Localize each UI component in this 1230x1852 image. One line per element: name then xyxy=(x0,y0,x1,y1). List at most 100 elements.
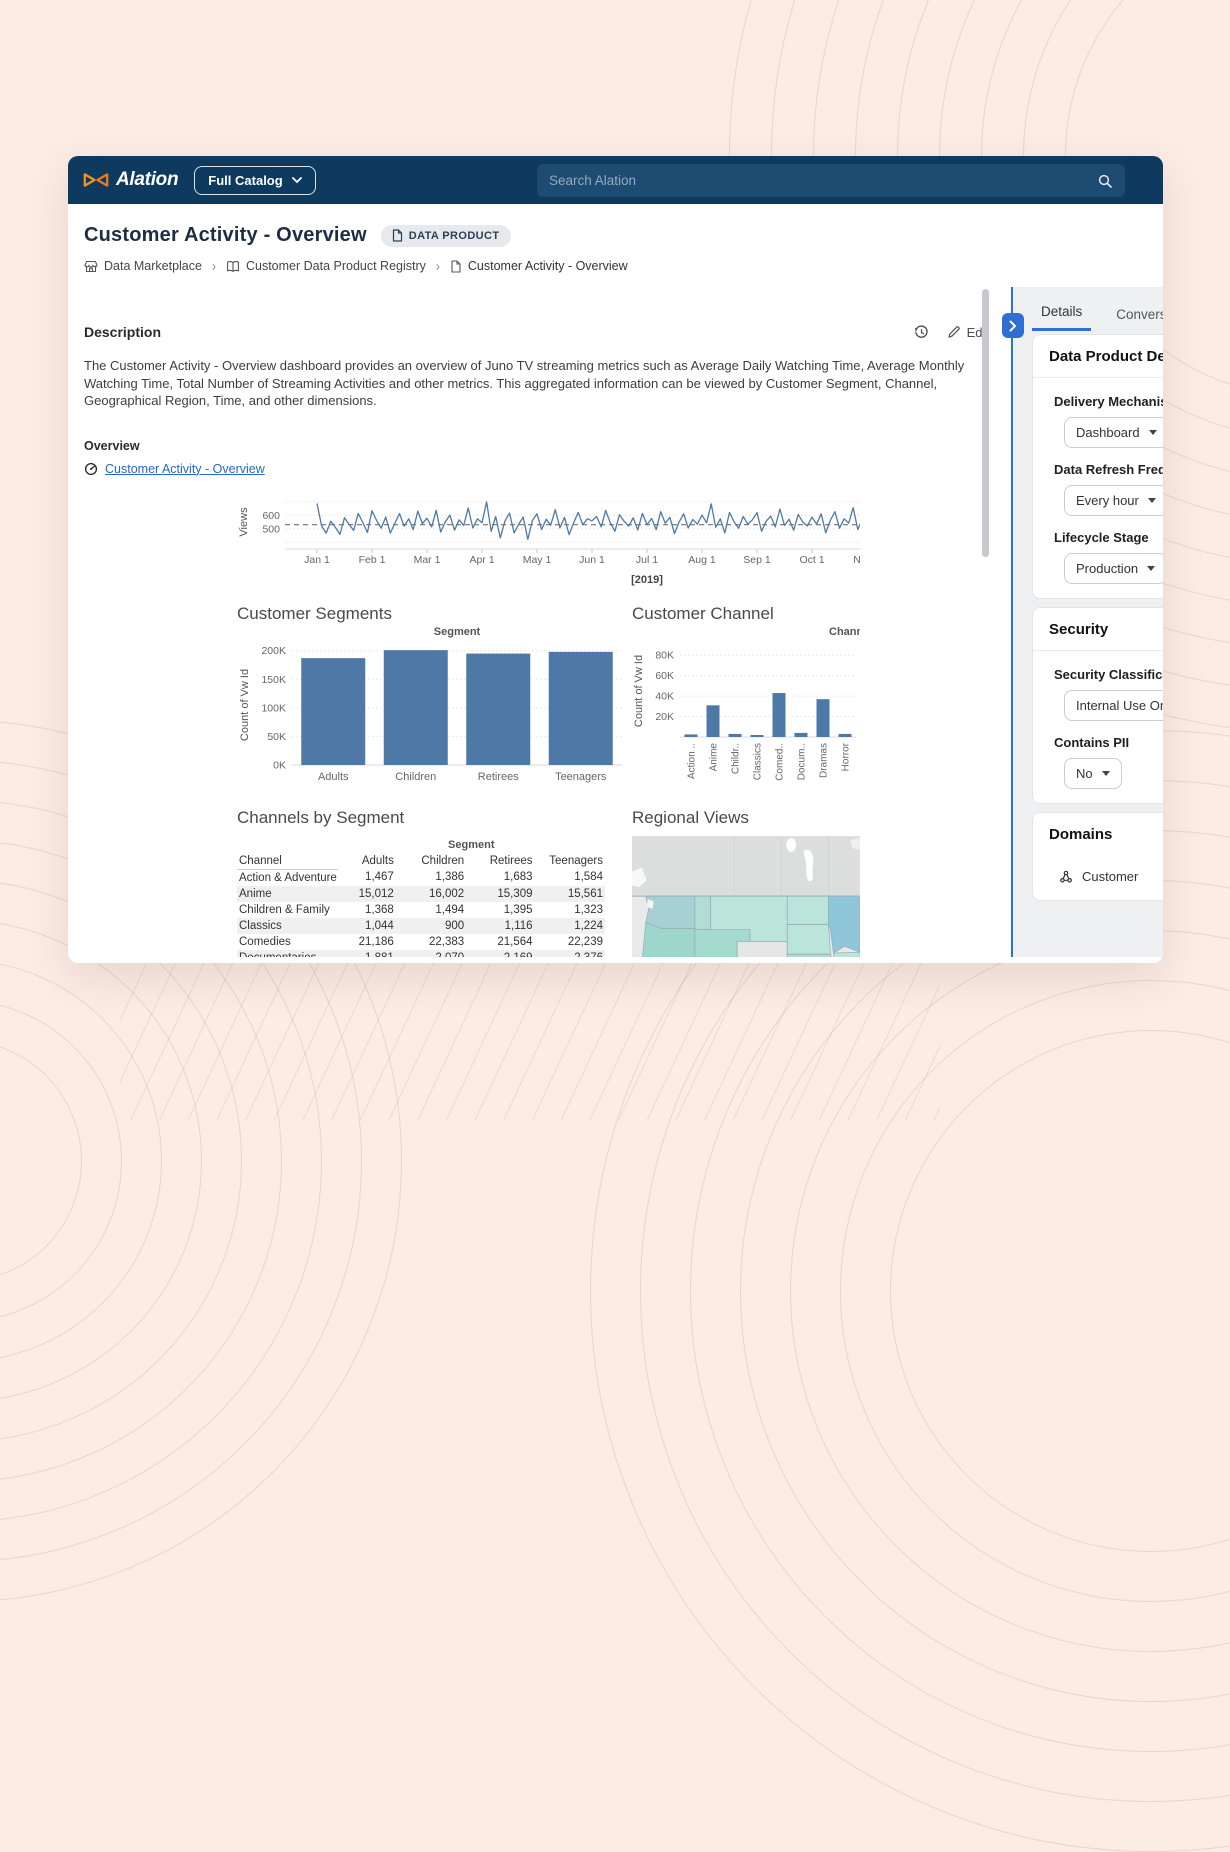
table-title: Channels by Segment xyxy=(237,807,405,827)
customer-channel-chart: Channel 20K 40K 60K 80K Action .. Anime Childr.… xyxy=(633,626,860,781)
svg-text:Count of Vw Id: Count of Vw Id xyxy=(239,669,251,741)
data-refresh-frequency-select[interactable]: Every hour xyxy=(1064,485,1163,516)
main-content: Description Edit The Customer Activity -… xyxy=(68,287,1011,957)
select-value: Production xyxy=(1076,561,1139,576)
breadcrumb-item-customer-data-product-registry[interactable]: Customer Data Product Registry xyxy=(226,259,426,273)
overview-dashboard-link[interactable]: Customer Activity - Overview xyxy=(105,461,265,476)
svg-text:100K: 100K xyxy=(261,702,286,714)
pencil-icon xyxy=(947,325,961,339)
select-value: Internal Use Only xyxy=(1076,698,1163,713)
alation-logo[interactable]: Alation xyxy=(82,169,179,191)
top-navbar: Alation Full Catalog xyxy=(68,156,1163,204)
dashboard-gauge-icon xyxy=(84,462,98,476)
table-column-header: Children xyxy=(421,854,465,867)
domain-icon xyxy=(1059,870,1073,884)
tab-conversations[interactable]: Conversations xyxy=(1116,307,1163,322)
breadcrumb-label: Customer Data Product Registry xyxy=(245,259,426,273)
breadcrumb-separator: › xyxy=(435,257,440,275)
svg-text:Views: Views xyxy=(238,507,250,537)
table-row: Documentaries1,8812,0702,1692,376 xyxy=(237,949,605,957)
document-icon xyxy=(392,229,403,242)
caret-down-icon xyxy=(1148,430,1157,435)
chevron-down-icon xyxy=(291,176,302,184)
field-label-contains-pii: Contains PII xyxy=(1054,735,1130,750)
history-button[interactable] xyxy=(914,324,929,340)
caret-down-icon xyxy=(1147,498,1156,503)
svg-text:May 1: May 1 xyxy=(523,554,552,566)
svg-text:Classics: Classics xyxy=(753,743,764,780)
svg-text:50K: 50K xyxy=(267,731,286,743)
panel-divider xyxy=(1011,287,1013,957)
svg-text:Segment: Segment xyxy=(434,626,481,638)
data-product-details-card: Data Product Details Delivery Mechanism Da… xyxy=(1032,334,1163,599)
lifecycle-stage-select[interactable]: Production xyxy=(1064,553,1163,584)
table-column-header: Teenagers xyxy=(549,854,603,867)
svg-text:40K: 40K xyxy=(655,690,674,702)
panel-cards: Data Product Details Delivery Mechanism Da… xyxy=(1013,331,1163,901)
map-title: Regional Views xyxy=(632,807,749,827)
segments-chart-title: Customer Segments xyxy=(237,603,392,623)
card-title: Security xyxy=(1033,608,1163,651)
svg-text:Childr..: Childr.. xyxy=(731,743,742,774)
svg-text:20K: 20K xyxy=(655,711,674,723)
contains-pii-select[interactable]: No xyxy=(1064,758,1122,789)
svg-text:Children: Children xyxy=(395,771,436,783)
svg-text:Teenagers: Teenagers xyxy=(555,771,607,783)
svg-text:Docum..: Docum.. xyxy=(797,743,808,780)
logo-text: Alation xyxy=(116,169,179,190)
overview-heading: Overview xyxy=(84,438,140,453)
table-column-header: Channel xyxy=(237,852,338,870)
description-text: The Customer Activity - Overview dashboa… xyxy=(84,358,965,409)
views-line-chart: 500 600 Jan 1 Feb 1 Mar 1 Apr 1 May 1 Jun 1 Jul … xyxy=(238,500,860,586)
full-catalog-label: Full Catalog xyxy=(208,172,283,188)
embedded-dashboard[interactable]: 500 600 Jan 1 Feb 1 Mar 1 Apr 1 May 1 Jun 1 Jul … xyxy=(237,491,860,957)
svg-text:60K: 60K xyxy=(655,670,674,682)
customer-segments-chart: Segment 0K 50K 100K 150K 200K Adults Children Re… xyxy=(239,626,622,783)
svg-text:Jul 1: Jul 1 xyxy=(636,554,658,566)
svg-text:Anime: Anime xyxy=(709,742,720,771)
tab-details[interactable]: Details xyxy=(1032,304,1092,331)
svg-text:Jan 1: Jan 1 xyxy=(304,554,330,566)
svg-text:Horror: Horror xyxy=(841,742,852,771)
table-column-header: Adults xyxy=(361,854,394,867)
select-value: Dashboard xyxy=(1076,425,1140,440)
collapse-panel-button[interactable] xyxy=(1002,313,1024,338)
security-classification-select[interactable]: Internal Use Only xyxy=(1064,690,1163,721)
search-input[interactable] xyxy=(537,173,1097,188)
svg-text:Apr 1: Apr 1 xyxy=(469,554,494,566)
svg-text:Oct 1: Oct 1 xyxy=(799,554,824,566)
channel-chart-title: Customer Channel xyxy=(632,603,774,623)
svg-text:Action ..: Action .. xyxy=(687,743,698,779)
field-label-security-classification: Security Classification xyxy=(1054,667,1163,682)
search-icon[interactable] xyxy=(1097,173,1113,189)
svg-text:Sep 1: Sep 1 xyxy=(743,554,771,566)
regional-views-map xyxy=(632,835,860,957)
svg-text:80K: 80K xyxy=(655,649,674,661)
svg-text:200K: 200K xyxy=(261,645,286,657)
document-icon xyxy=(450,259,462,273)
table-row: Children & Family 1,368 1,494 1,395 1,323 xyxy=(239,903,603,916)
alation-bowtie-icon xyxy=(82,170,110,190)
svg-text:0K: 0K xyxy=(273,759,286,771)
svg-text:Dramas: Dramas xyxy=(819,743,830,778)
svg-text:Count of Vw Id: Count of Vw Id xyxy=(633,655,645,727)
content-area: Description Edit The Customer Activity -… xyxy=(68,287,1163,957)
full-catalog-button[interactable]: Full Catalog xyxy=(194,165,316,195)
main-scrollbar-thumb[interactable] xyxy=(982,289,989,557)
app-window: Alation Full Catalog Customer Activity -… xyxy=(68,156,1163,963)
domain-item-customer[interactable]: Customer xyxy=(1059,869,1163,884)
domains-card: Domains Customer xyxy=(1032,812,1163,901)
badge-label: DATA PRODUCT xyxy=(408,229,500,242)
card-title: Domains xyxy=(1049,826,1113,843)
table-row: Anime 15,012 16,002 15,309 15,561 xyxy=(237,885,605,902)
svg-text:Nov 1: Nov 1 xyxy=(853,554,860,566)
svg-text:600: 600 xyxy=(262,509,280,521)
field-label-delivery-mechanism: Delivery Mechanism xyxy=(1054,394,1163,409)
svg-text:Retirees: Retirees xyxy=(478,771,519,783)
breadcrumb-item-data-marketplace[interactable]: Data Marketplace xyxy=(84,259,202,273)
delivery-mechanism-select[interactable]: Dashboard xyxy=(1064,417,1163,448)
breadcrumb: Data Marketplace › Customer Data Product R… xyxy=(84,257,1147,275)
svg-text:500: 500 xyxy=(262,523,280,535)
breadcrumb-item-customer-activity-overview[interactable]: Customer Activity - Overview xyxy=(450,259,628,273)
table-row: Comedies 21,186 22,383 21,564 22,239 xyxy=(239,935,603,948)
